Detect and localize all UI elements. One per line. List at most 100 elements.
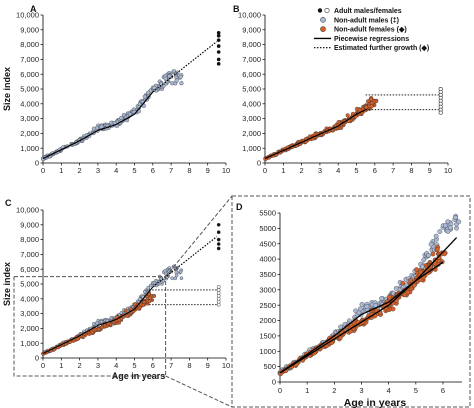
y-tick-label: 2,000	[20, 129, 39, 138]
female-point	[418, 269, 424, 275]
y-tick-label: 10,000	[238, 11, 261, 20]
female-point	[93, 327, 98, 332]
male-point	[91, 126, 96, 131]
y-tick-label: 7,000	[20, 55, 39, 64]
y-tick-label: 2,000	[242, 129, 261, 138]
panel-letter: D	[236, 202, 243, 212]
y-tick-label: 3,000	[20, 114, 39, 123]
adult-point	[216, 222, 221, 227]
zoom-connector	[165, 195, 233, 408]
panel-letter: B	[233, 4, 240, 14]
y-tick-label: 9,000	[20, 25, 39, 34]
x-tick-label: 0	[41, 361, 45, 370]
y-tick-label: 8,000	[20, 40, 39, 49]
legend: Adult males/females Non-adult males (‡) No…	[314, 8, 429, 52]
panel-b: 0 1 2 3 4 5 6 7 8 9 10 0 1,000 2,000 3,000 4,000 5,000 6,…	[233, 4, 452, 175]
male-point	[393, 285, 399, 291]
x-tick-label: 9	[206, 166, 210, 175]
male-point	[146, 285, 150, 290]
x-tick-label: 7	[391, 166, 395, 175]
female-point	[386, 294, 392, 300]
male-point	[167, 74, 172, 79]
x-tick-label: 1	[59, 361, 63, 370]
x-tick-label: 4	[114, 166, 118, 175]
panel-d: 0 1 2 3 4 5 6 0 500 1000 1500 2000 2500 3000 3500 4000 4…	[231, 195, 471, 408]
y-tick-label: 0	[257, 159, 261, 168]
female-point	[430, 251, 436, 257]
male-point	[437, 229, 443, 234]
adult-point	[216, 230, 221, 235]
male-point	[95, 321, 99, 325]
x-tick-label: 5	[132, 361, 136, 370]
legend-label: Piecewise regressions	[334, 36, 409, 43]
zoom-line-top	[165, 195, 233, 277]
y-tick-label: 10,000	[16, 206, 39, 215]
female-point	[414, 267, 419, 273]
male-point	[359, 301, 365, 307]
male-point	[109, 315, 114, 320]
adult-point	[216, 30, 221, 35]
y-tick-label: 5,000	[20, 280, 39, 289]
male-point	[178, 270, 183, 274]
adult-point	[216, 57, 221, 62]
y-tick-label: 4000	[259, 255, 276, 264]
x-tick-label: 7	[169, 361, 173, 370]
male-point	[179, 81, 184, 86]
male-point	[170, 81, 175, 86]
x-tick-label: 2	[300, 166, 304, 175]
y-tick-label: 5,000	[242, 85, 261, 94]
y-tick-label: 1,000	[20, 144, 39, 153]
female-point	[125, 314, 129, 318]
x-tick-label: 3	[359, 386, 363, 395]
male-point	[445, 229, 451, 234]
y-axis-title: Size index	[2, 67, 12, 111]
y-tick-label: 3000	[259, 285, 276, 294]
zoom-region-box	[13, 276, 167, 377]
legend-label: Estimated further growth (◆)	[334, 45, 429, 52]
adult-point	[216, 302, 221, 307]
x-tick-label: 6	[373, 166, 377, 175]
male-point	[174, 270, 179, 275]
legend-swatch-adult-female	[324, 8, 330, 14]
y-tick-label: 1500	[259, 332, 276, 341]
x-tick-label: 4	[387, 386, 391, 395]
male-point	[421, 257, 427, 263]
male-point	[443, 223, 448, 228]
adult-point	[216, 33, 221, 38]
y-tick-label: 2000	[259, 316, 276, 325]
y-tick-label: 5,000	[20, 85, 39, 94]
legend-label: Adult males/females	[334, 8, 402, 15]
x-tick-label: 1	[59, 166, 63, 175]
y-tick-label: 9,000	[20, 220, 39, 229]
male-point	[148, 283, 153, 288]
legend-label: Non-adult females (◆)	[334, 27, 407, 34]
x-tick-label: 2	[332, 386, 336, 395]
legend-swatch-adult	[317, 8, 323, 13]
x-tick-label: 3	[96, 166, 100, 175]
x-tick-label: 2	[78, 361, 82, 370]
adult-point	[438, 110, 443, 115]
regression-line	[42, 91, 154, 160]
y-tick-label: 4,000	[20, 294, 39, 303]
female-point	[434, 247, 440, 252]
legend-swatch-female	[320, 26, 326, 32]
male-point	[99, 319, 104, 324]
adult-point	[216, 50, 221, 54]
male-point	[426, 252, 431, 258]
x-tick-label: 8	[409, 166, 413, 175]
x-tick-label: 2	[78, 166, 82, 175]
female-point	[402, 292, 408, 298]
x-tick-label: 1	[281, 166, 285, 175]
male-point	[143, 289, 147, 294]
male-point	[163, 271, 168, 276]
panel-c: 0 1 2 3 4 5 6 7 8 9 10 0 1,000 2,000 3,000 4,000 5,000 6,…	[2, 198, 230, 381]
y-tick-label: 1,000	[242, 144, 261, 153]
female-point	[137, 305, 142, 310]
y-tick-label: 4,000	[242, 99, 261, 108]
regression-line	[264, 109, 366, 160]
male-point	[170, 276, 174, 280]
x-tick-label: 7	[169, 166, 173, 175]
female-point	[123, 308, 128, 313]
x-tick-label: 5	[354, 166, 358, 175]
